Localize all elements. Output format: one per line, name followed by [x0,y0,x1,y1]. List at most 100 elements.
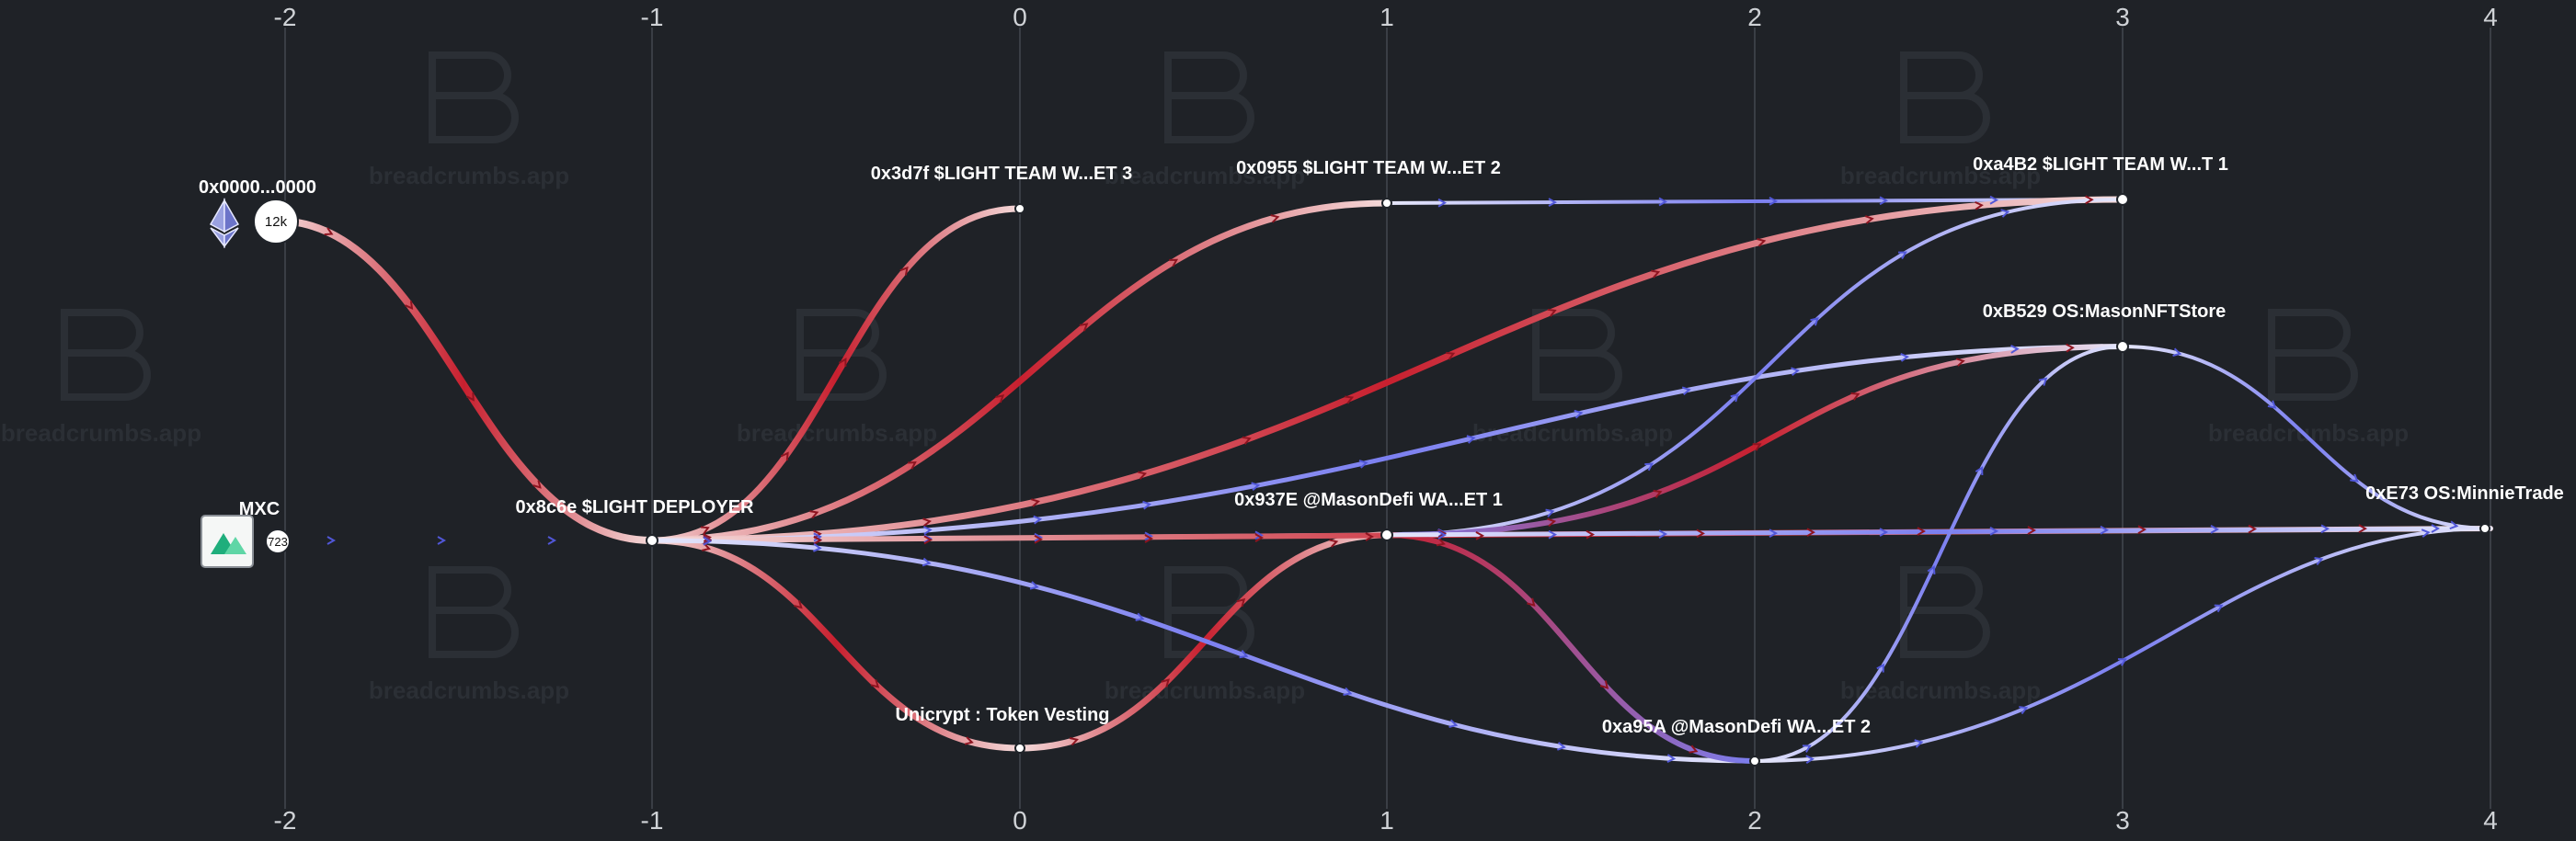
flow-arrow-icon [1475,531,1484,540]
flow-arrow-icon [2137,525,2147,535]
edge-deployer-to-team2[interactable] [648,199,1391,544]
axis-label-bottom: 2 [1747,806,1762,835]
edges [272,196,2493,764]
edge-deployer-to-unicrypt[interactable] [648,537,1024,752]
flow-arrow-icon [1169,258,1179,267]
ethereum-icon [209,198,240,249]
flow-arrow-icon [1975,466,1984,476]
node-eth[interactable]: 12k 0x0000...0000 [199,177,316,249]
flow-arrow-icon [1329,539,1339,548]
edge-deployer-to-team3[interactable] [648,205,1024,544]
flow-arrow-icon [2038,377,2048,386]
watermark-text: breadcrumbs.app [737,419,937,447]
flow-arrow-icon [1955,358,1965,367]
watermark: breadcrumbs.app [369,51,569,189]
mxc-logo-icon [200,515,254,568]
flow-arrow-icon [1689,744,1699,754]
flow-arrow-icon [1239,650,1249,659]
flow-arrow-icon [1644,462,1654,472]
flow-arrow-icon [813,535,823,545]
flow-arrow-icon [2214,604,2224,613]
flow-arrow-icon [547,536,557,545]
flow-arrow-icon [1033,515,1043,525]
flow-arrow-icon [780,451,789,461]
node-label: 0xE73 OS:MinnieTrade [2365,483,2564,504]
node-label: 0xa95A @MasonDefi WA...ET 2 [1602,717,1871,737]
flow-arrow-icon [1144,531,1153,541]
flow-arrow-icon [1547,517,1557,528]
edge-team2-to-team1[interactable] [1385,198,2124,205]
node-mxc[interactable]: 723 MXC [200,499,291,568]
flow-arrow-icon [1989,527,1998,536]
flow-arrow-icon [1079,323,1089,332]
flow-arrow-icon [1757,238,1767,247]
node-team2[interactable]: 0x0955 $LIGHT TEAM W...ET 2 [1236,158,1501,209]
flow-arrow-icon [1696,528,1705,539]
flow-arrow-icon [1343,687,1353,697]
node-team3[interactable]: 0x3d7f $LIGHT TEAM W...ET 3 [871,164,1133,214]
nodes: 12k 0x0000...0000 723 MXC 0x8c6e $LIGHT … [199,154,2564,767]
watermark: breadcrumbs.app [369,566,569,704]
flow-arrow-icon [1810,317,1819,326]
flow-arrow-icon [2085,195,2094,205]
edge-defi1-to-defi2[interactable] [1384,532,1757,764]
flow-arrow-icon [1653,489,1663,498]
flow-arrow-icon [809,510,819,519]
flow-arrow-icon [437,536,447,545]
flow-arrow-icon [899,266,909,276]
flow-arrow-icon [812,543,822,552]
node-label: 0xB529 OS:MasonNFTStore [1983,301,2227,322]
flow-arrow-icon [1135,612,1145,621]
node-team1[interactable]: 0xa4B2 $LIGHT TEAM W...T 1 [1973,154,2228,206]
node-defi1[interactable]: 0x937E @MasonDefi WA...ET 1 [1234,490,1503,541]
axis-label-bottom: 1 [1380,806,1394,835]
node-nftstore[interactable]: 0xB529 OS:MasonNFTStore [1983,301,2227,353]
grid-lines [284,28,2491,809]
node-defi2[interactable]: 0xa95A @MasonDefi WA...ET 2 [1602,717,1871,767]
flow-arrow-icon [2210,525,2219,534]
flow-arrow-icon [2000,209,2010,218]
edge-defi2-to-nftstore[interactable] [1753,345,2124,763]
flow-arrow-icon [1898,251,1907,260]
flow-arrow-icon [1142,500,1152,510]
flow-arrow-icon [1927,565,1936,574]
node-minnie[interactable]: 0xE73 OS:MinnieTrade [2365,483,2564,534]
flow-arrow-icon [1138,471,1148,480]
axis-label-top: 0 [1013,3,1027,31]
flow-arrow-icon [1599,680,1609,689]
node-unicrypt[interactable]: Unicrypt : Token Vesting [896,705,1110,754]
axis-label-bottom: 3 [2115,806,2130,835]
flow-arrow-icon [1879,196,1889,206]
watermark-logo-icon [61,309,151,401]
edge-deployer-to-team1[interactable] [648,196,2126,544]
flow-arrow-icon [1034,532,1043,542]
flow-arrow-icon [466,392,475,402]
edge-nftstore-to-minnie[interactable] [2121,345,2492,530]
flow-arrow-icon [1917,527,1926,536]
flow-arrow-icon [1254,530,1264,540]
node-label: 0x3d7f $LIGHT TEAM W...ET 3 [871,164,1133,184]
edge-deployer-to-nftstore[interactable] [649,344,2125,543]
node-badge [253,199,299,244]
flow-arrow-icon [405,301,414,310]
node-deployer[interactable]: 0x8c6e $LIGHT DEPLOYER [516,497,755,547]
flow-arrow-icon [1358,460,1368,469]
flow-arrow-icon [703,536,713,546]
flow-arrow-icon [1586,529,1595,540]
edge-defi1-to-minnie[interactable] [1384,526,2493,538]
watermark: breadcrumbs.app [1840,51,2041,189]
watermark-logo-icon [429,566,519,658]
edge-defi1-to-nftstore[interactable] [1384,344,2125,538]
edge-deployer-to-defi2[interactable] [649,538,1757,764]
flow-arrow-icon [2027,526,2036,535]
flow-arrow-icon [2066,343,2075,353]
flow-arrow-icon [1270,214,1280,223]
edge-defi2-to-minnie[interactable] [1753,527,2492,763]
edge-eth-to-deployer[interactable] [272,217,656,544]
watermark-logo-icon [1900,566,1990,658]
flow-arrow-icon [702,542,712,551]
edge-defi1-to-team1[interactable] [1385,198,2124,537]
flow-arrow-icon [2010,345,2020,354]
flow-arrow-icon [532,480,542,489]
flow-arrow-icon [1466,435,1476,444]
